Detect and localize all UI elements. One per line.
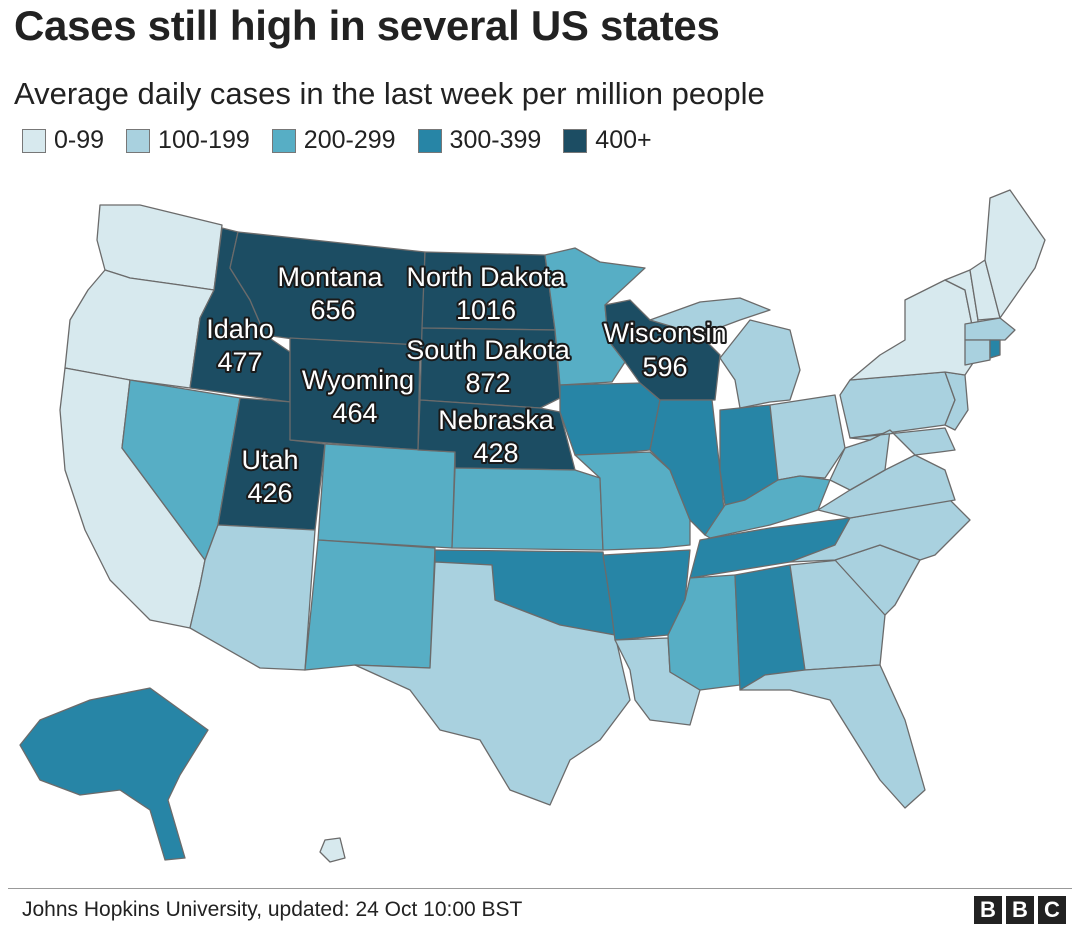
state-pennsylvania	[839, 371, 956, 439]
chart-title: Cases still high in several US states	[14, 2, 720, 49]
label-utah-value: 426	[247, 478, 292, 508]
legend-swatch-0	[22, 128, 46, 153]
state-ohio	[769, 394, 846, 481]
legend: 0-99 100-199 200-299 300-399 400+	[22, 126, 674, 155]
legend-item-1: 100-199	[126, 126, 250, 155]
state-alaska	[19, 687, 209, 861]
state-texas	[354, 561, 631, 806]
label-montana-name: Montana	[277, 262, 383, 292]
legend-label-4: 400+	[595, 126, 652, 154]
source-note: Johns Hopkins University, updated: 24 Oc…	[22, 898, 523, 921]
bbc-logo-letter: C	[1038, 896, 1066, 924]
legend-item-0: 0-99	[22, 126, 104, 155]
label-north-dakota-value: 1016	[456, 295, 516, 325]
footer-divider	[8, 888, 1072, 889]
state-iowa	[559, 382, 661, 456]
state-north-carolina	[789, 499, 971, 563]
state-connecticut	[964, 339, 991, 366]
label-nebraska-value: 428	[473, 438, 518, 468]
state-missouri	[574, 451, 691, 551]
state-maryland	[849, 427, 956, 456]
state-colorado	[317, 443, 456, 549]
label-nebraska-name: Nebraska	[438, 405, 555, 435]
state-florida	[739, 664, 926, 809]
label-north-dakota-name: North Dakota	[406, 262, 566, 292]
bbc-logo-letter: B	[1006, 896, 1034, 924]
state-arizona	[189, 524, 316, 671]
bbc-logo-letter: B	[974, 896, 1002, 924]
state-rhode-island	[989, 339, 1001, 359]
state-michigan-up	[649, 297, 771, 336]
legend-item-3: 300-399	[417, 126, 542, 155]
legend-swatch-4	[563, 128, 588, 153]
legend-swatch-3	[417, 128, 442, 153]
legend-label-3: 300-399	[449, 126, 542, 154]
label-wisconsin-name: Wisconsin	[603, 318, 726, 348]
label-montana-value: 656	[310, 295, 355, 325]
state-new-york	[849, 279, 976, 381]
state-south-dakota	[419, 327, 561, 409]
state-kansas	[451, 467, 604, 551]
state-kentucky	[704, 475, 831, 539]
legend-label-1: 100-199	[158, 126, 250, 154]
legend-label-0: 0-99	[54, 126, 105, 154]
states-layer	[19, 189, 1046, 863]
state-labels: Montana 656 North Dakota 1016 Idaho 477 …	[204, 260, 728, 510]
state-new-mexico	[304, 539, 436, 671]
label-idaho-name: Idaho	[206, 314, 274, 344]
label-wyoming-value: 464	[332, 398, 377, 428]
label-wisconsin-value: 596	[642, 352, 687, 382]
state-massachusetts	[964, 317, 1016, 341]
state-oregon	[64, 269, 215, 389]
legend-item-4: 400+	[563, 126, 652, 155]
legend-swatch-2	[271, 128, 296, 153]
label-idaho-value: 477	[217, 347, 262, 377]
us-map: Montana 656 North Dakota 1016 Idaho 477 …	[19, 189, 1046, 863]
legend-item-2: 200-299	[271, 126, 396, 155]
state-michigan	[719, 319, 801, 409]
label-wyoming-name: Wyoming	[302, 365, 414, 395]
label-south-dakota-name: South Dakota	[406, 335, 571, 365]
label-south-dakota-value: 872	[465, 368, 510, 398]
state-hawaii	[319, 837, 346, 863]
label-utah-name: Utah	[241, 445, 298, 475]
legend-label-2: 200-299	[303, 126, 396, 154]
state-wisconsin	[604, 299, 721, 401]
legend-swatch-1	[126, 128, 151, 153]
bbc-logo: B B C	[970, 896, 1066, 924]
chart-subtitle: Average daily cases in the last week per…	[14, 76, 765, 111]
